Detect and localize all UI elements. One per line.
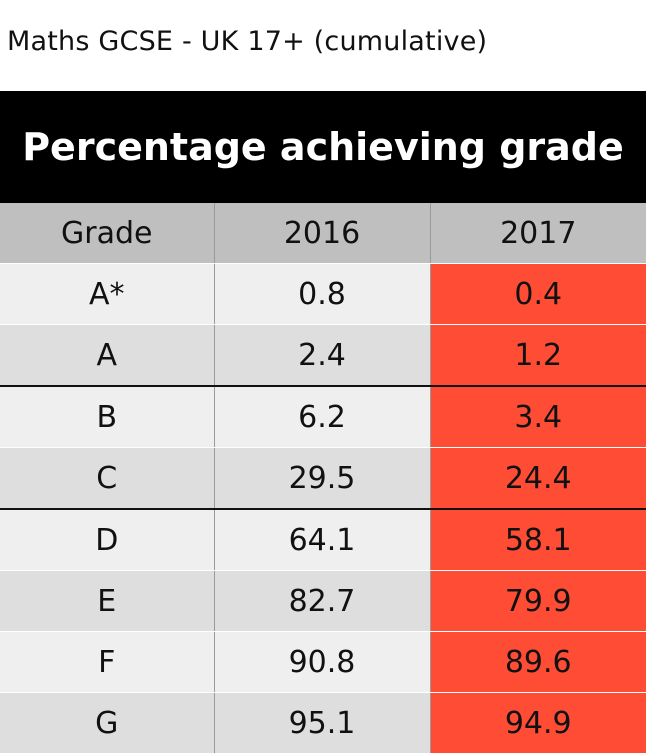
table-row: D 64.1 58.1 xyxy=(0,509,646,571)
grade-cell: E xyxy=(0,570,215,632)
table-row: A* 0.8 0.4 xyxy=(0,263,646,325)
value-2017-cell: 79.9 xyxy=(430,570,646,632)
value-2016-cell: 6.2 xyxy=(214,386,431,448)
grade-cell: C xyxy=(0,447,215,510)
value-2017-cell: 24.4 xyxy=(430,447,646,510)
value-2016-cell: 82.7 xyxy=(214,570,431,632)
chart-title: Percentage achieving grade xyxy=(0,91,646,203)
grade-table: Percentage achieving grade Grade 2016 20… xyxy=(0,91,646,754)
value-2016-cell: 90.8 xyxy=(214,631,431,693)
table-row: E 82.7 79.9 xyxy=(0,570,646,632)
grade-cell: A* xyxy=(0,263,215,325)
grade-cell: A xyxy=(0,324,215,387)
value-2017-cell: 94.9 xyxy=(430,692,646,754)
grade-cell: F xyxy=(0,631,215,693)
value-2016-cell: 2.4 xyxy=(214,324,431,387)
value-2017-cell: 3.4 xyxy=(430,386,646,448)
value-2016-cell: 64.1 xyxy=(214,509,431,571)
table-row: G 95.1 94.9 xyxy=(0,692,646,754)
value-2017-cell: 0.4 xyxy=(430,263,646,325)
column-header-grade: Grade xyxy=(0,203,215,264)
column-header-2016: 2016 xyxy=(214,203,431,264)
table-row: C 29.5 24.4 xyxy=(0,447,646,510)
chart-subtitle: Maths GCSE - UK 17+ (cumulative) xyxy=(7,26,488,57)
value-2017-cell: 58.1 xyxy=(430,509,646,571)
table-header-row: Grade 2016 2017 xyxy=(0,203,646,264)
value-2016-cell: 29.5 xyxy=(214,447,431,510)
value-2016-cell: 0.8 xyxy=(214,263,431,325)
table-row: F 90.8 89.6 xyxy=(0,631,646,693)
table-title-row: Percentage achieving grade xyxy=(0,91,646,203)
value-2017-cell: 1.2 xyxy=(430,324,646,387)
table-row: B 6.2 3.4 xyxy=(0,386,646,448)
column-header-2017: 2017 xyxy=(430,203,646,264)
grade-cell: G xyxy=(0,692,215,754)
table-row: A 2.4 1.2 xyxy=(0,324,646,387)
value-2016-cell: 95.1 xyxy=(214,692,431,754)
grade-cell: B xyxy=(0,386,215,448)
grade-cell: D xyxy=(0,509,215,571)
value-2017-cell: 89.6 xyxy=(430,631,646,693)
